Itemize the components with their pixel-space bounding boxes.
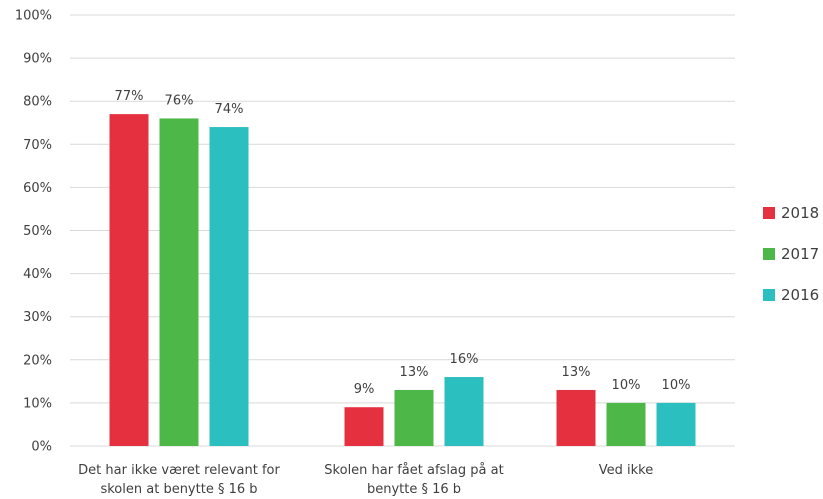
data-label: 74% — [215, 102, 244, 117]
category-label-line: benytte § 16 b — [367, 482, 461, 497]
bar-2018 — [556, 389, 596, 446]
data-label: 16% — [450, 352, 479, 367]
data-label: 77% — [115, 89, 144, 104]
y-tick-label: 100% — [15, 9, 52, 24]
category-label: Skolen har fået afslag på at benytte § 16… — [324, 463, 503, 497]
y-tick-label: 30% — [23, 310, 52, 325]
y-tick-label: 10% — [23, 396, 52, 411]
legend: 2018 2017 2016 — [763, 204, 819, 304]
y-tick-label: 60% — [23, 181, 52, 196]
bar-2017 — [159, 118, 199, 446]
x-axis: Det har ikke været relevant for skolen at… — [78, 463, 653, 497]
y-tick-label: 90% — [23, 52, 52, 67]
data-label: 76% — [165, 93, 194, 108]
legend-label: 2018 — [781, 204, 819, 222]
legend-label: 2016 — [781, 286, 819, 304]
legend-swatch — [763, 289, 775, 301]
y-tick-label: 70% — [23, 138, 52, 153]
y-tick-label: 80% — [23, 95, 52, 110]
category-label-line: Det har ikke været relevant for — [78, 463, 280, 478]
bar-2018 — [344, 407, 384, 446]
legend-label: 2017 — [781, 245, 819, 263]
legend-swatch — [763, 207, 775, 219]
y-tick-label: 20% — [23, 353, 52, 368]
category-label-line: Ved ikke — [599, 463, 653, 478]
data-label: 13% — [562, 365, 591, 380]
data-label: 10% — [612, 378, 641, 393]
category-label-line: skolen at benytte § 16 b — [100, 482, 257, 497]
bar-2018 — [109, 114, 149, 446]
category-label-line: Skolen har fået afslag på at — [324, 463, 503, 478]
data-label: 13% — [400, 365, 429, 380]
bar-2016 — [656, 402, 696, 446]
y-tick-label: 40% — [23, 267, 52, 282]
bar-2017 — [606, 402, 646, 446]
legend-swatch — [763, 248, 775, 260]
category-label: Ved ikke — [599, 463, 653, 478]
y-tick-label: 50% — [23, 224, 52, 239]
data-label: 9% — [354, 382, 375, 397]
bar-2017 — [394, 389, 434, 446]
y-tick-label: 0% — [31, 440, 52, 455]
bar-2016 — [444, 377, 484, 446]
data-label: 10% — [662, 378, 691, 393]
category-label: Det har ikke været relevant for skolen at… — [78, 463, 280, 497]
y-axis: 0% 10% 20% 30% 40% 50% 60% 70% 80% 90% 100% — [15, 9, 52, 455]
bars: 77% 76% 74% 9% 13% 16% 13% 10% 10% — [109, 89, 696, 446]
bar-2016 — [209, 127, 249, 446]
